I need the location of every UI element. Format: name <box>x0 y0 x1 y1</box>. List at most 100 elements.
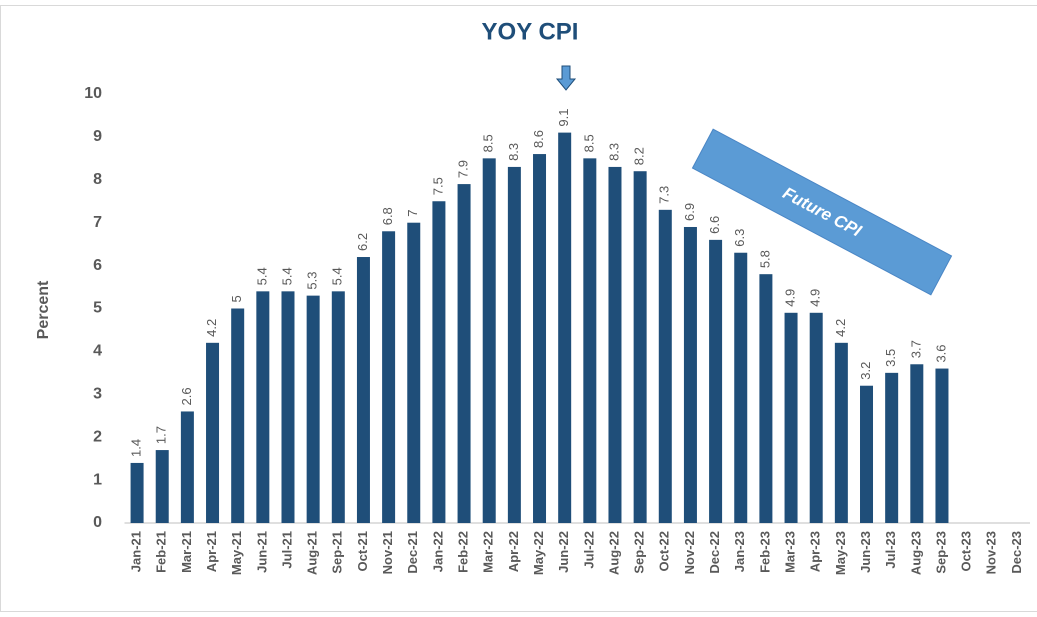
bar <box>206 342 220 523</box>
x-tick-label: Aug-22 <box>606 531 621 575</box>
x-tick-label: Apr-22 <box>506 531 521 572</box>
x-tick-label: Apr-21 <box>204 531 219 572</box>
value-label: 7.9 <box>456 160 471 178</box>
value-label: 3.7 <box>908 340 923 358</box>
value-label: 6.3 <box>732 229 747 247</box>
x-tick-label: Jul-21 <box>279 531 294 569</box>
x-tick-label: Feb-21 <box>154 531 169 573</box>
x-tick-label: Mar-23 <box>782 531 797 573</box>
chart-title: YOY CPI <box>482 18 579 45</box>
value-label: 6.2 <box>355 233 370 251</box>
y-tick-label: 1 <box>93 471 102 488</box>
bar <box>256 291 270 523</box>
x-tick-label: Dec-23 <box>1009 531 1024 574</box>
y-tick-label: 4 <box>93 343 102 360</box>
x-tick-label: Oct-21 <box>355 531 370 571</box>
y-tick-label: 5 <box>93 300 102 317</box>
x-tick-label: Jun-21 <box>254 531 269 573</box>
bar <box>683 226 697 524</box>
x-tick-label: Mar-21 <box>179 531 194 573</box>
value-label: 8.6 <box>531 130 546 148</box>
value-label: 8.5 <box>481 134 496 152</box>
x-tick-label: Dec-21 <box>405 531 420 574</box>
value-label: 2.6 <box>179 387 194 405</box>
bar <box>130 462 144 523</box>
bar <box>784 312 798 523</box>
chart-frame <box>0 5 1037 612</box>
x-tick-label: Jan-22 <box>430 531 445 572</box>
y-tick-label: 2 <box>93 428 102 445</box>
x-tick-label: Apr-23 <box>808 531 823 572</box>
value-label: 8.3 <box>506 143 521 161</box>
bar <box>382 231 396 523</box>
x-tick-label: May-23 <box>833 531 848 575</box>
bar <box>834 342 848 523</box>
bar <box>457 184 471 523</box>
value-label: 6.9 <box>682 203 697 221</box>
bar <box>432 201 446 523</box>
bar <box>507 166 521 523</box>
value-label: 3.5 <box>883 349 898 367</box>
x-tick-label: May-21 <box>229 531 244 575</box>
value-label: 7 <box>405 209 420 216</box>
y-tick-label: 9 <box>93 128 102 145</box>
x-tick-label: May-22 <box>531 531 546 575</box>
x-tick-label: Aug-23 <box>908 531 923 575</box>
value-label: 4.9 <box>782 289 797 307</box>
y-tick-label: 3 <box>93 386 102 403</box>
value-label: 5.4 <box>279 267 294 285</box>
bar <box>231 308 245 523</box>
bar <box>910 364 924 523</box>
bar <box>709 239 723 524</box>
y-tick-label: 6 <box>93 257 102 274</box>
x-tick-label: Dec-22 <box>707 531 722 574</box>
x-tick-label: Mar-22 <box>481 531 496 573</box>
value-label: 4.2 <box>833 319 848 337</box>
x-tick-label: Jun-23 <box>858 531 873 573</box>
bar <box>407 222 421 523</box>
value-label: 1.7 <box>154 426 169 444</box>
bar <box>482 158 496 523</box>
bar <box>658 209 672 523</box>
bar <box>533 154 547 523</box>
value-label: 4.2 <box>204 319 219 337</box>
value-label: 1.4 <box>129 439 144 457</box>
future-cpi-callout: Future CPI <box>691 128 953 296</box>
y-axis-label: Percent <box>35 280 52 339</box>
value-label: 3.2 <box>858 362 873 380</box>
bar <box>809 312 823 523</box>
value-label: 8.5 <box>581 134 596 152</box>
value-label: 6.6 <box>707 216 722 234</box>
bar <box>633 171 647 523</box>
value-label: 7.5 <box>430 177 445 195</box>
value-label: 5.3 <box>305 272 320 290</box>
y-tick-label: 8 <box>93 171 102 188</box>
value-label: 9.1 <box>556 109 571 127</box>
bar <box>155 450 169 523</box>
bar <box>558 132 572 524</box>
x-tick-label: Sep-23 <box>933 531 948 574</box>
bar <box>180 411 194 523</box>
bar <box>608 166 622 523</box>
x-tick-label: Oct-22 <box>657 531 672 571</box>
bar <box>281 291 295 523</box>
x-tick-label: Sep-21 <box>330 531 345 574</box>
bar <box>885 372 899 523</box>
value-label: 7.3 <box>657 186 672 204</box>
value-label: 3.6 <box>933 344 948 362</box>
value-label: 5.8 <box>757 250 772 268</box>
x-tick-label: Aug-21 <box>305 531 320 575</box>
value-label: 4.9 <box>808 289 823 307</box>
peak-arrow <box>555 65 577 91</box>
y-tick-label: 0 <box>93 514 102 531</box>
bar <box>759 274 773 523</box>
x-tick-label: Jun-22 <box>556 531 571 573</box>
bar <box>356 257 370 523</box>
value-label: 5.4 <box>254 267 269 285</box>
bar <box>935 368 949 523</box>
callout-box <box>691 128 953 296</box>
x-tick-label: Jul-22 <box>581 531 596 569</box>
bar <box>860 385 874 523</box>
x-tick-label: Jan-23 <box>732 531 747 572</box>
